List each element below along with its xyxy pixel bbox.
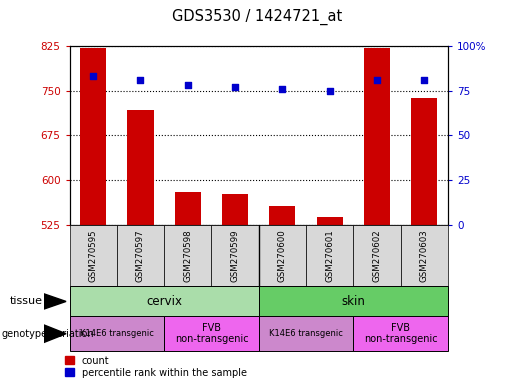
Text: K14E6 transgenic: K14E6 transgenic xyxy=(80,329,154,338)
Bar xyxy=(259,286,448,317)
Text: GDS3530 / 1424721_at: GDS3530 / 1424721_at xyxy=(173,9,342,25)
Bar xyxy=(353,316,448,351)
Bar xyxy=(175,192,201,225)
Bar xyxy=(70,316,164,351)
Text: GSM270603: GSM270603 xyxy=(420,229,429,282)
Text: K14E6 transgenic: K14E6 transgenic xyxy=(269,329,343,338)
Bar xyxy=(222,194,248,225)
Text: GSM270598: GSM270598 xyxy=(183,229,192,282)
Bar xyxy=(212,225,259,286)
Point xyxy=(89,73,97,79)
Text: GSM270602: GSM270602 xyxy=(372,229,382,282)
Text: GSM270599: GSM270599 xyxy=(231,229,239,281)
Point xyxy=(373,77,381,83)
Bar xyxy=(164,316,259,351)
Bar xyxy=(259,316,353,351)
Legend: count, percentile rank within the sample: count, percentile rank within the sample xyxy=(65,356,247,378)
Bar xyxy=(306,225,353,286)
Text: skin: skin xyxy=(341,295,365,308)
Bar xyxy=(269,206,296,225)
Point xyxy=(278,86,286,92)
Bar xyxy=(364,48,390,225)
Bar xyxy=(411,98,437,225)
Bar xyxy=(401,225,448,286)
Point xyxy=(184,82,192,88)
Polygon shape xyxy=(44,325,66,343)
Bar xyxy=(80,48,106,225)
Text: GSM270601: GSM270601 xyxy=(325,229,334,282)
Bar xyxy=(164,225,212,286)
Bar xyxy=(317,217,343,225)
Text: GSM270600: GSM270600 xyxy=(278,229,287,282)
Text: FVB
non-transgenic: FVB non-transgenic xyxy=(175,323,248,344)
Text: cervix: cervix xyxy=(146,295,182,308)
Bar xyxy=(259,225,306,286)
Polygon shape xyxy=(44,294,66,309)
Bar xyxy=(128,110,153,225)
Bar xyxy=(70,286,259,317)
Text: genotype/variation: genotype/variation xyxy=(2,329,94,339)
Point xyxy=(325,88,334,94)
Text: GSM270597: GSM270597 xyxy=(136,229,145,282)
Bar xyxy=(70,225,117,286)
Point xyxy=(231,84,239,90)
Text: tissue: tissue xyxy=(9,296,42,306)
Point xyxy=(420,77,428,83)
Text: FVB
non-transgenic: FVB non-transgenic xyxy=(364,323,438,344)
Point xyxy=(136,77,145,83)
Bar xyxy=(353,225,401,286)
Text: GSM270595: GSM270595 xyxy=(89,229,98,282)
Bar xyxy=(117,225,164,286)
